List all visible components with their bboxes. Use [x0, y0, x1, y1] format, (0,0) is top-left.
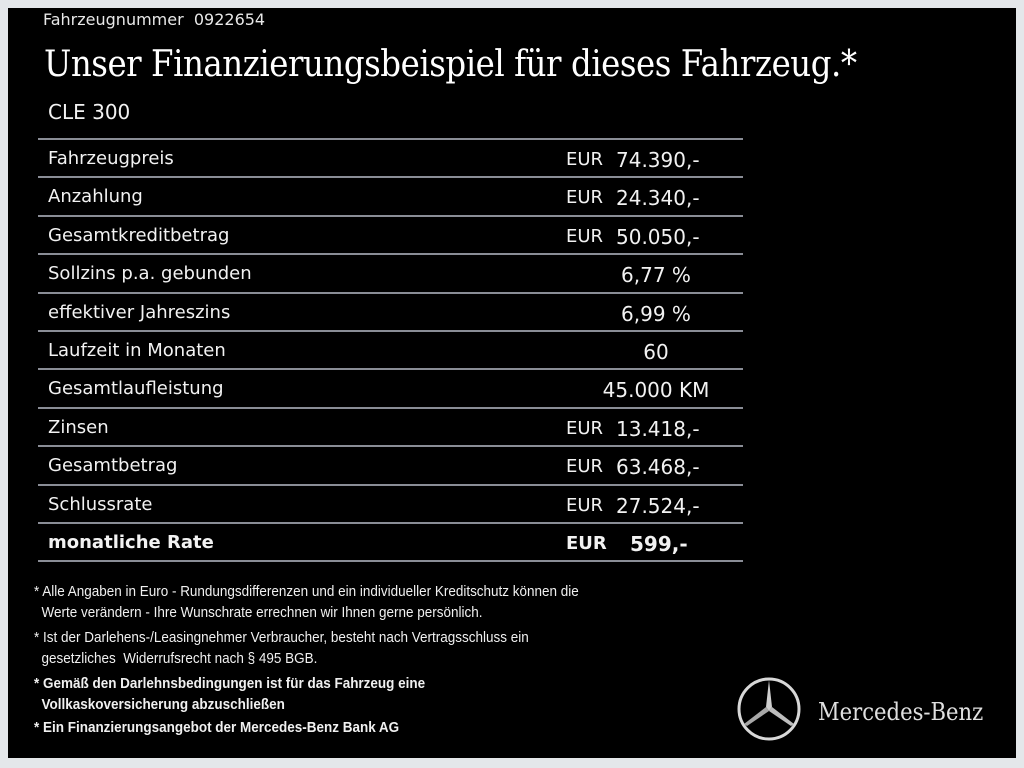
footnote-line: Werte verändern - Ihre Wunschrate errech…	[34, 605, 483, 621]
table-row: Zinsen EUR 13.418,-	[38, 409, 743, 448]
table-row: effektiver Jahreszins 6,99 %	[38, 294, 743, 332]
table-row: monatliche Rate EUR 599,-	[38, 524, 743, 563]
table-row: Anzahlung EUR 24.340,-	[38, 178, 743, 217]
footnote-line: * Gemäß den Darlehnsbedingungen ist für …	[34, 676, 426, 692]
row-value: 24.340,-	[616, 186, 700, 211]
page-title: Unser Finanzierungsbeispiel für dieses F…	[44, 44, 857, 85]
table-row: Gesamtbetrag EUR 63.468,-	[38, 447, 743, 486]
row-label: monatliche Rate	[48, 531, 214, 553]
row-currency: EUR	[566, 494, 604, 516]
row-currency: EUR	[566, 456, 604, 478]
row-label: Zinsen	[48, 416, 109, 438]
row-currency: EUR	[566, 225, 604, 247]
row-currency: EUR	[566, 532, 607, 554]
table-row: Fahrzeugpreis EUR 74.390,-	[38, 140, 743, 179]
vehicle-number: Fahrzeugnummer 0922654	[43, 10, 266, 29]
row-value: 60	[643, 339, 669, 364]
table-row: Gesamtkreditbetrag EUR 50.050,-	[38, 217, 743, 256]
table-row: Gesamtlaufleistung 45.000 KM	[38, 370, 743, 409]
row-label: Laufzeit in Monaten	[48, 339, 226, 361]
row-label: Anzahlung	[48, 186, 143, 208]
footnote-line: gesetzliches Widerrufsrecht nach § 495 B…	[34, 651, 318, 667]
row-label: Fahrzeugpreis	[48, 148, 174, 169]
footnote-line: * Alle Angaben in Euro - Rundungsdiffere…	[34, 584, 579, 600]
row-value: 6,77 %	[621, 263, 691, 288]
row-label: Schlussrate	[48, 493, 153, 515]
row-label: Gesamtkreditbetrag	[48, 224, 230, 246]
row-currency: EUR	[566, 149, 604, 170]
mercedes-star-icon	[737, 677, 801, 741]
row-label: Sollzins p.a. gebunden	[48, 263, 252, 285]
footnote: * Ein Finanzierungsangebot der Mercedes-…	[34, 718, 579, 739]
row-label: Gesamtbetrag	[48, 455, 178, 477]
row-label: effektiver Jahreszins	[48, 301, 231, 323]
row-value: 27.524,-	[616, 493, 700, 518]
table-row: Laufzeit in Monaten 60	[38, 332, 743, 371]
row-value: 74.390,-	[616, 148, 700, 172]
footnote: * Gemäß den Darlehnsbedingungen ist für …	[34, 674, 579, 716]
footnote: * Alle Angaben in Euro - Rundungsdiffere…	[34, 582, 579, 624]
footnote-line: * Ist der Darlehens-/Leasingnehmer Verbr…	[34, 630, 529, 646]
model-name: CLE 300	[48, 100, 131, 124]
financing-table: Fahrzeugpreis EUR 74.390,- Anzahlung EUR 24.3…	[38, 138, 743, 563]
row-value: 13.418,-	[616, 416, 700, 441]
row-value: 599,-	[630, 531, 688, 556]
table-row: Sollzins p.a. gebunden 6,77 %	[38, 255, 743, 294]
footnote-line: Vollkaskoversicherung abzuschließen	[34, 697, 285, 713]
financing-panel: Fahrzeugnummer 0922654 Unser Finanzierun…	[8, 8, 1016, 758]
footnote: * Ist der Darlehens-/Leasingnehmer Verbr…	[34, 628, 579, 670]
row-value: 45.000 KM	[602, 378, 710, 403]
footnote-line: * Ein Finanzierungsangebot der Mercedes-…	[34, 720, 400, 736]
row-value: 50.050,-	[616, 224, 700, 249]
row-label: Gesamtlaufleistung	[48, 378, 224, 400]
brand-name: Mercedes-Benz	[818, 698, 984, 726]
row-value: 6,99 %	[621, 301, 691, 326]
footnotes: * Alle Angaben in Euro - Rundungsdiffere…	[34, 582, 579, 741]
row-value: 63.468,-	[616, 455, 700, 480]
row-currency: EUR	[566, 187, 604, 209]
table-row: Schlussrate EUR 27.524,-	[38, 486, 743, 524]
row-currency: EUR	[566, 417, 604, 439]
